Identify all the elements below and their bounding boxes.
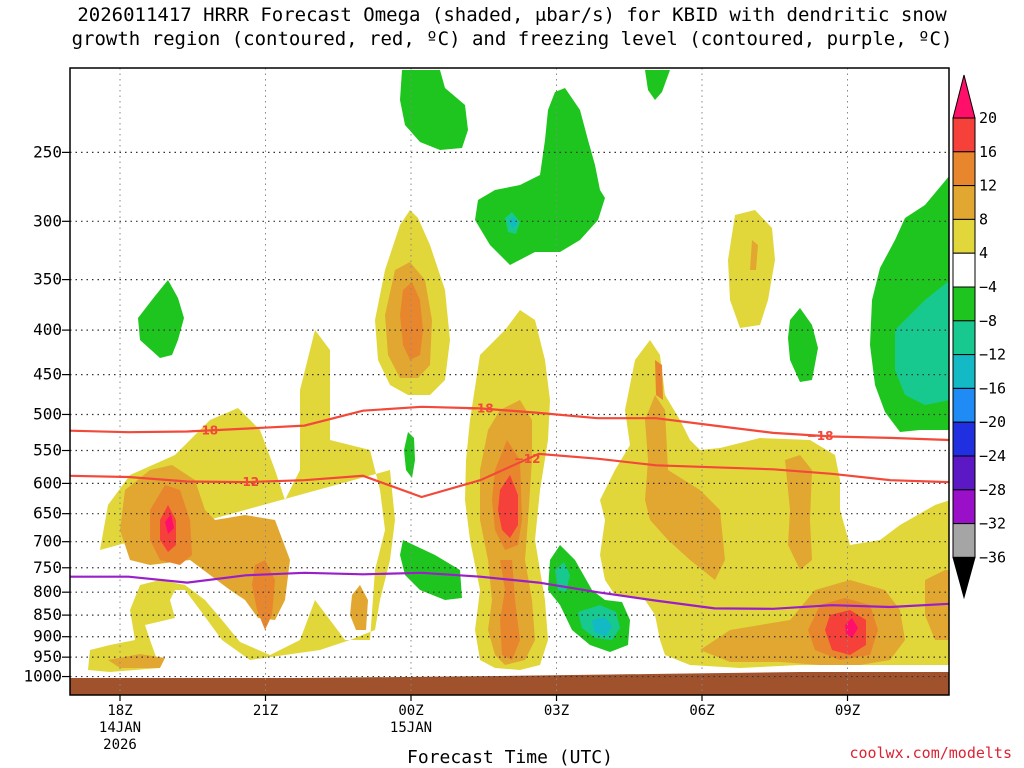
colorbar-label: −8	[979, 312, 997, 330]
dgz-contour-line-label: −18	[467, 401, 494, 415]
colorbar-top-arrow	[952, 74, 976, 119]
omega-negative-8-region	[895, 280, 949, 405]
y-tick-label: 600	[33, 473, 62, 492]
colorbar-segment	[952, 387, 976, 423]
omega-negative-4-region	[400, 70, 468, 150]
colorbar-label: 12	[979, 177, 997, 195]
colorbar-label: −12	[979, 346, 1006, 364]
colorbar-label: 8	[979, 210, 988, 228]
y-tick-label: 800	[33, 582, 62, 601]
dgz-contour-line-label: −12	[514, 452, 541, 466]
colorbar-segment	[952, 455, 976, 491]
y-tick-label: 400	[33, 320, 62, 339]
colorbar-label: −4	[979, 278, 997, 296]
contour-lines: −18 −18 −18 −12 −12	[70, 401, 949, 610]
y-tick-label: 250	[33, 142, 62, 161]
colorbar-segment	[952, 218, 976, 254]
colorbar-label: −20	[979, 413, 1006, 431]
colorbar-segment	[952, 117, 976, 153]
chart-title-line1: 2026011417 HRRR Forecast Omega (shaded, …	[77, 4, 947, 26]
colorbar-segment	[952, 252, 976, 288]
colorbar-label: 16	[979, 143, 997, 161]
x-tick-label: 09Z	[835, 703, 860, 719]
x-tick-label: 14JAN	[99, 720, 141, 736]
x-tick-label: 2026	[103, 737, 137, 753]
colorbar-segment	[952, 286, 976, 322]
omega-negative-4-region	[788, 308, 818, 382]
x-axis-label: Forecast Time (UTC)	[407, 747, 613, 768]
omega-positive-12-region	[655, 360, 663, 400]
colorbar-segment	[952, 185, 976, 220]
credit-link[interactable]: coolwx.com/modelts	[849, 744, 1012, 762]
gridlines	[70, 68, 949, 695]
omega-negative-8-region	[555, 562, 570, 592]
omega-positive-12-region	[252, 560, 275, 630]
colorbar-segment	[952, 320, 976, 356]
y-tick-label: 700	[33, 532, 62, 551]
colorbar-segment	[952, 489, 976, 525]
x-tick-label: 00Z	[398, 703, 423, 719]
y-tick-label: 850	[33, 605, 62, 624]
terrain-surface	[70, 672, 949, 695]
freezing-level-line	[70, 571, 949, 610]
omega-positive-8-region	[350, 585, 368, 630]
omega-positive-8-region	[750, 240, 758, 270]
omega-positive-4-region	[88, 330, 395, 672]
y-tick-label: 500	[33, 404, 62, 423]
colorbar-label: −36	[979, 548, 1006, 566]
x-tick-label: 03Z	[544, 703, 569, 719]
colorbar-label: 4	[979, 244, 988, 262]
dgz-contour-line-label: −12	[232, 475, 259, 489]
colorbar-bottom-arrow	[952, 556, 976, 600]
colorbar-label: −28	[979, 481, 1006, 499]
y-tick-label: 450	[33, 365, 62, 384]
dgz-contour-line-label: −18	[807, 429, 834, 443]
y-tick-label: 750	[33, 558, 62, 577]
omega-positive-12-region	[500, 560, 520, 660]
y-axis-ticks: 250 300 350 400 450 500 550 600 650 700 750 800 850 9…	[23, 142, 70, 686]
colorbar: 20 16 12 8 4 −4 −8 −12 −16 −20 −24 −28 −32 −36	[952, 74, 1006, 600]
colorbar-segment	[952, 151, 976, 187]
omega-positive-20-region	[845, 618, 858, 638]
omega-positive-8-region	[108, 654, 165, 668]
omega-negative-4-region	[138, 280, 184, 358]
colorbar-label: −16	[979, 379, 1006, 397]
x-tick-label: 18Z	[107, 703, 132, 719]
x-tick-label: 21Z	[253, 703, 278, 719]
dgz-contour-line	[70, 405, 949, 442]
y-tick-label: 350	[33, 270, 62, 289]
omega-positive-20-region	[165, 514, 174, 534]
colorbar-segment	[952, 421, 976, 457]
omega-positive-16-region	[498, 475, 518, 538]
y-tick-label: 550	[33, 441, 62, 460]
plot-frame	[69, 67, 950, 696]
colorbar-label: −24	[979, 447, 1006, 465]
colorbar-segment	[952, 354, 976, 389]
y-tick-label: 950	[33, 647, 62, 666]
omega-negative-4-region	[400, 540, 462, 600]
colorbar-label: 20	[979, 109, 997, 127]
y-tick-label: 1000	[23, 667, 62, 686]
omega-negative-4-region	[404, 432, 415, 478]
y-tick-label: 300	[33, 211, 62, 230]
omega-shading	[70, 70, 949, 695]
colorbar-label: −32	[979, 515, 1006, 533]
omega-negative-4-region	[645, 70, 670, 100]
omega-negative-12-region	[509, 217, 517, 228]
omega-positive-8-region	[645, 395, 725, 580]
chart-title-line2: growth region (contoured, red, ºC) and f…	[71, 28, 953, 50]
colorbar-segment	[952, 523, 976, 558]
dgz-contour-line-label: −18	[191, 424, 218, 438]
omega-negative-12-region	[592, 617, 612, 636]
x-tick-label: 15JAN	[390, 720, 432, 736]
x-tick-label: 06Z	[689, 703, 714, 719]
omega-positive-16-region	[825, 610, 866, 655]
y-tick-label: 900	[33, 627, 62, 646]
y-tick-label: 650	[33, 504, 62, 523]
dgz-contour-line	[70, 452, 949, 499]
